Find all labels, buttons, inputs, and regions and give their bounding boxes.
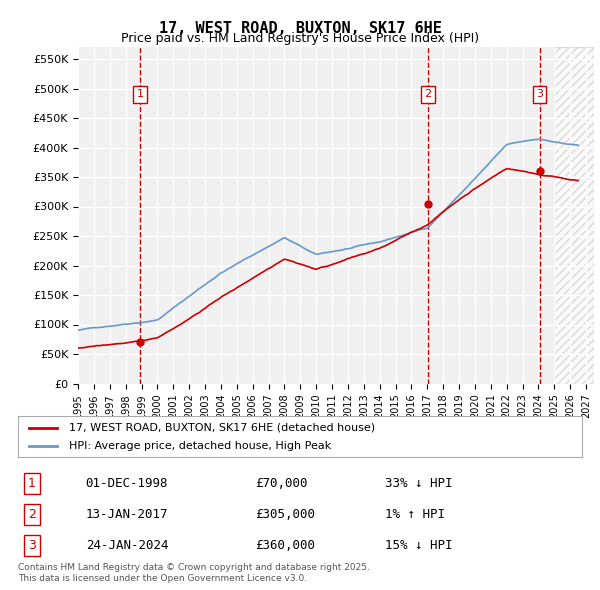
Text: Contains HM Land Registry data © Crown copyright and database right 2025.
This d: Contains HM Land Registry data © Crown c… [18, 563, 370, 583]
Text: 2: 2 [424, 90, 431, 99]
Text: 15% ↓ HPI: 15% ↓ HPI [385, 539, 452, 552]
Text: 1: 1 [28, 477, 36, 490]
Text: 1: 1 [137, 90, 144, 99]
Text: 01-DEC-1998: 01-DEC-1998 [86, 477, 168, 490]
Text: 24-JAN-2024: 24-JAN-2024 [86, 539, 168, 552]
Text: £70,000: £70,000 [255, 477, 307, 490]
Text: £305,000: £305,000 [255, 508, 315, 521]
Text: £360,000: £360,000 [255, 539, 315, 552]
Text: 2: 2 [28, 508, 36, 521]
Text: 1% ↑ HPI: 1% ↑ HPI [385, 508, 445, 521]
Text: Price paid vs. HM Land Registry's House Price Index (HPI): Price paid vs. HM Land Registry's House … [121, 32, 479, 45]
Text: 3: 3 [536, 90, 543, 99]
Bar [554, 47, 594, 384]
Text: 13-JAN-2017: 13-JAN-2017 [86, 508, 168, 521]
Text: 33% ↓ HPI: 33% ↓ HPI [385, 477, 452, 490]
Text: 17, WEST ROAD, BUXTON, SK17 6HE: 17, WEST ROAD, BUXTON, SK17 6HE [158, 21, 442, 35]
Text: 3: 3 [28, 539, 36, 552]
Text: HPI: Average price, detached house, High Peak: HPI: Average price, detached house, High… [69, 441, 331, 451]
Text: 17, WEST ROAD, BUXTON, SK17 6HE (detached house): 17, WEST ROAD, BUXTON, SK17 6HE (detache… [69, 422, 375, 432]
